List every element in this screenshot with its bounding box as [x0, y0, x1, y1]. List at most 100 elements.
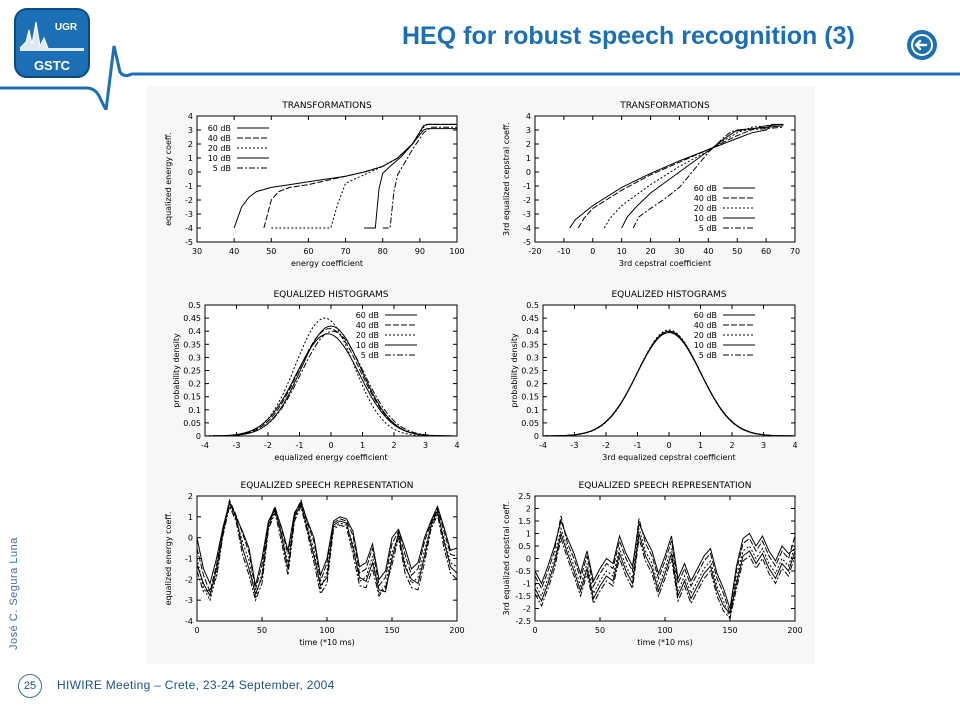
y-tick-label: 2: [188, 492, 193, 501]
y-tick-label: -3: [185, 596, 193, 605]
x-tick-label: 100: [657, 626, 672, 635]
series-line-10-db: [205, 325, 457, 436]
x-tick-label: 1: [360, 441, 365, 450]
y-tick-label: -2.5: [515, 617, 531, 626]
y-tick-label: 0.3: [526, 353, 539, 362]
y-tick-label: 0.45: [183, 314, 201, 323]
x-axis-label: 3rd equalized cepstral coefficient: [602, 453, 735, 462]
legend-label: 5 dB: [699, 351, 717, 360]
y-tick-label: 0.5: [518, 542, 531, 551]
plot-frame: [542, 304, 796, 437]
x-tick-label: 60: [761, 247, 771, 256]
y-tick-label: 0.2: [188, 380, 201, 389]
x-tick-label: 100: [319, 626, 334, 635]
series-line-5-db: [632, 126, 784, 229]
x-tick-label: 3: [423, 441, 428, 450]
y-tick-label: 2: [188, 140, 193, 149]
y-tick-label: 0: [188, 168, 193, 177]
y-tick-label: -5: [523, 238, 531, 247]
x-tick-label: 0: [328, 441, 333, 450]
series-line-40-db: [263, 123, 457, 229]
y-tick-label: -1.5: [515, 592, 531, 601]
x-tick-label: 50: [257, 626, 267, 635]
y-tick-label: -4: [523, 224, 531, 233]
y-tick-label: 0.05: [521, 419, 539, 428]
legend-label: 60 dB: [208, 124, 231, 133]
y-tick-label: 2: [526, 505, 531, 514]
series-line-5-db: [382, 126, 457, 229]
x-tick-label: -3: [233, 441, 241, 450]
chart-6: EQUALIZED SPEECH REPRESENTATION 0 50 100 150…: [502, 481, 803, 647]
x-tick-label: 20: [645, 247, 655, 256]
x-tick-label: 30: [192, 247, 202, 256]
x-tick-label: -1: [634, 441, 642, 450]
y-tick-label: 0.5: [526, 301, 539, 310]
x-tick-label: 2: [729, 441, 734, 450]
slide-title: HEQ for robust speech recognition (3): [402, 22, 855, 50]
series-line-20-db: [197, 500, 457, 602]
y-tick-label: 1: [526, 530, 531, 539]
back-arrow-icon[interactable]: [905, 28, 939, 62]
chart-5: EQUALIZED SPEECH REPRESENTATION 0 50 100 150…: [164, 481, 465, 647]
x-axis-label: equalized energy coefficient: [274, 453, 387, 462]
x-tick-label: 150: [722, 626, 737, 635]
footer-text: HIWIRE Meeting – Crete, 23-24 September,…: [57, 678, 335, 692]
x-tick-label: 4: [792, 441, 797, 450]
x-tick-label: -1: [296, 441, 304, 450]
x-axis-label: time (*10 ms): [637, 638, 693, 647]
y-tick-label: 2.5: [518, 492, 531, 501]
y-tick-label: 0: [188, 534, 193, 543]
legend-label: 20 dB: [694, 331, 717, 340]
y-tick-label: 0.45: [521, 314, 539, 323]
x-tick-label: 50: [732, 247, 742, 256]
y-tick-label: -4: [185, 224, 193, 233]
series-line-60-db: [197, 500, 457, 586]
y-tick-label: 0: [526, 168, 531, 177]
chart-3: EQUALIZED HISTOGRAMS -4 -3 -2 -1 0 1 2 3 4 0 0.05 0.…: [172, 290, 460, 462]
x-tick-label: 90: [415, 247, 425, 256]
series-line-5-db: [535, 536, 795, 620]
legend-label: 60 dB: [694, 184, 717, 193]
y-tick-label: 0.4: [526, 327, 539, 336]
logo-top-text: UGR: [55, 22, 78, 33]
legend-label: 20 dB: [694, 204, 717, 213]
y-axis-label: equalized energy coeff.: [164, 132, 173, 226]
y-tick-label: 0.35: [183, 340, 201, 349]
x-tick-label: 70: [790, 247, 800, 256]
x-tick-label: 4: [454, 441, 459, 450]
series-line-5-db: [197, 504, 457, 602]
plot-frame: [204, 304, 458, 437]
y-tick-label: 0.05: [183, 419, 201, 428]
series-line-20-db: [543, 329, 795, 436]
x-tick-label: -4: [201, 441, 209, 450]
x-tick-label: -3: [571, 441, 579, 450]
legend-label: 40 dB: [694, 194, 717, 203]
y-tick-label: 0.35: [521, 340, 539, 349]
y-tick-label: 3: [188, 126, 193, 135]
y-tick-label: 0.25: [521, 367, 539, 376]
y-tick-label: -2: [185, 196, 193, 205]
y-tick-label: -4: [185, 617, 193, 626]
x-axis-label: energy coefficient: [291, 259, 363, 268]
series-line-40-db: [535, 515, 795, 614]
x-tick-label: 200: [449, 626, 464, 635]
x-tick-label: 60: [303, 247, 313, 256]
x-tick-label: -2: [602, 441, 610, 450]
y-tick-label: 0.15: [183, 393, 201, 402]
plot-frame: [534, 495, 796, 622]
x-tick-label: 40: [703, 247, 713, 256]
y-tick-label: -1: [523, 580, 531, 589]
x-tick-label: 40: [229, 247, 239, 256]
y-tick-label: 0.4: [188, 327, 201, 336]
series-line-10-db: [364, 128, 457, 229]
y-tick-label: -3: [523, 210, 531, 219]
y-tick-label: 0.1: [188, 406, 201, 415]
y-axis-label: probability density: [172, 333, 181, 408]
legend-label: 10 dB: [694, 341, 717, 350]
y-tick-label: 2: [526, 140, 531, 149]
series-line-5-db: [205, 330, 457, 436]
legend-label: 60 dB: [356, 311, 379, 320]
logo-bottom-text: GSTC: [34, 58, 71, 73]
chart-title: EQUALIZED SPEECH REPRESENTATION: [579, 481, 752, 491]
